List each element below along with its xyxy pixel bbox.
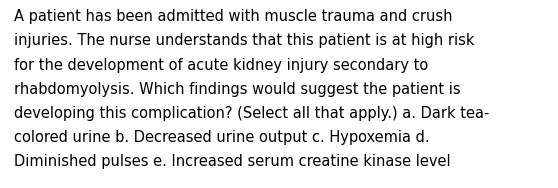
Text: injuries. The nurse understands that this patient is at high risk: injuries. The nurse understands that thi…	[14, 33, 474, 49]
Text: rhabdomyolysis. Which findings would suggest the patient is: rhabdomyolysis. Which findings would sug…	[14, 82, 460, 97]
Text: colored urine b. Decreased urine output c. Hypoxemia d.: colored urine b. Decreased urine output …	[14, 130, 430, 145]
Text: Diminished pulses e. Increased serum creatine kinase level: Diminished pulses e. Increased serum cre…	[14, 154, 450, 169]
Text: developing this complication? (Select all that apply.) a. Dark tea-: developing this complication? (Select al…	[14, 106, 489, 121]
Text: A patient has been admitted with muscle trauma and crush: A patient has been admitted with muscle …	[14, 9, 453, 24]
Text: for the development of acute kidney injury secondary to: for the development of acute kidney inju…	[14, 58, 428, 73]
